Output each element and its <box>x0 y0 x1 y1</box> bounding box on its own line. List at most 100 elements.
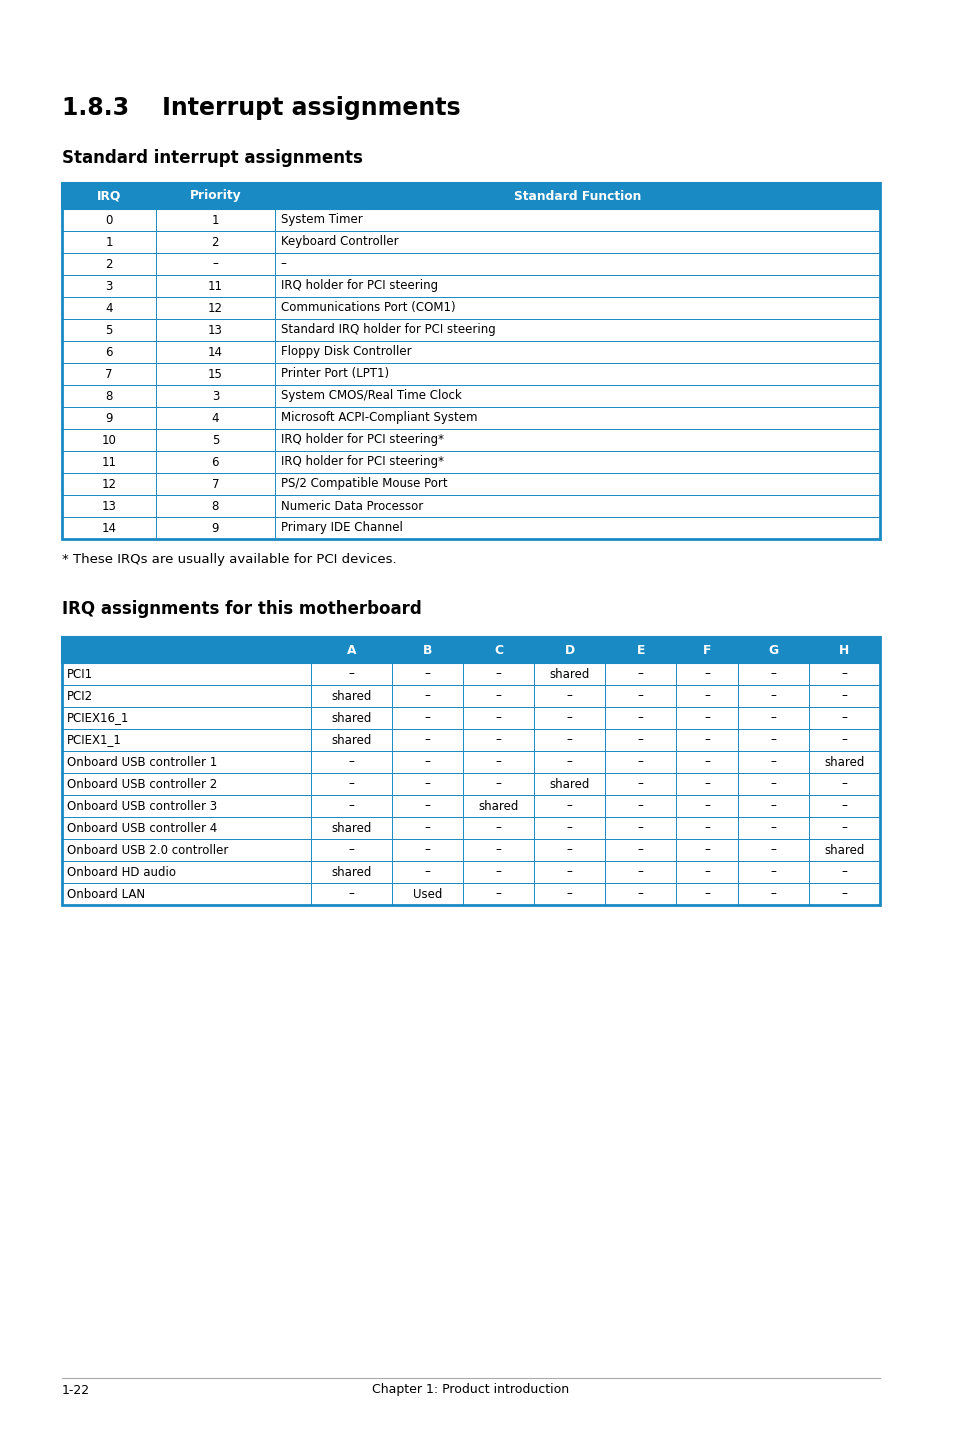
Text: –: – <box>703 866 709 879</box>
Text: 3: 3 <box>212 390 219 403</box>
Bar <box>62 183 879 209</box>
Text: 11: 11 <box>101 456 116 469</box>
Text: 1-22: 1-22 <box>62 1383 90 1396</box>
Bar <box>62 838 879 861</box>
Text: –: – <box>638 821 643 834</box>
Text: –: – <box>638 755 643 768</box>
Text: –: – <box>769 866 776 879</box>
Text: –: – <box>703 712 709 725</box>
Text: –: – <box>424 667 430 680</box>
Text: –: – <box>495 667 501 680</box>
Text: –: – <box>841 800 846 812</box>
Text: –: – <box>769 887 776 900</box>
Bar <box>62 183 156 209</box>
Text: PCIEX16_1: PCIEX16_1 <box>67 712 130 725</box>
Text: –: – <box>703 821 709 834</box>
Text: –: – <box>769 844 776 857</box>
Text: –: – <box>348 844 355 857</box>
Text: –: – <box>769 733 776 746</box>
Text: –: – <box>638 800 643 812</box>
Text: Standard IRQ holder for PCI steering: Standard IRQ holder for PCI steering <box>280 324 495 336</box>
Text: Microsoft ACPI-Compliant System: Microsoft ACPI-Compliant System <box>280 411 476 424</box>
Text: –: – <box>769 712 776 725</box>
Text: 13: 13 <box>208 324 223 336</box>
Text: –: – <box>424 733 430 746</box>
Text: –: – <box>348 887 355 900</box>
Text: 2: 2 <box>212 236 219 249</box>
Text: –: – <box>213 257 218 270</box>
Text: –: – <box>769 821 776 834</box>
Bar <box>62 795 879 817</box>
Text: –: – <box>495 844 501 857</box>
Bar <box>62 518 879 539</box>
Bar <box>62 385 879 407</box>
Bar <box>62 883 879 905</box>
Text: Numeric Data Processor: Numeric Data Processor <box>280 499 422 512</box>
Bar <box>62 253 879 275</box>
Text: 10: 10 <box>101 433 116 447</box>
Bar <box>534 637 604 663</box>
Bar <box>62 275 879 298</box>
Text: –: – <box>638 778 643 791</box>
Bar <box>62 319 879 341</box>
Bar <box>62 407 879 429</box>
Text: 4: 4 <box>212 411 219 424</box>
Text: System Timer: System Timer <box>280 213 362 227</box>
Text: 6: 6 <box>105 345 112 358</box>
Text: Onboard USB controller 3: Onboard USB controller 3 <box>67 800 217 812</box>
Text: –: – <box>841 689 846 703</box>
Text: –: – <box>424 778 430 791</box>
Text: –: – <box>703 667 709 680</box>
Bar <box>737 637 808 663</box>
Text: E: E <box>636 643 644 657</box>
Text: IRQ assignments for this motherboard: IRQ assignments for this motherboard <box>62 600 421 618</box>
Text: IRQ holder for PCI steering: IRQ holder for PCI steering <box>280 279 437 292</box>
Bar <box>62 707 879 729</box>
Text: A: A <box>347 643 356 657</box>
Text: –: – <box>566 800 572 812</box>
Text: shared: shared <box>331 733 372 746</box>
Text: –: – <box>566 844 572 857</box>
Text: 14: 14 <box>208 345 223 358</box>
Bar <box>62 637 879 663</box>
Text: PCI2: PCI2 <box>67 689 93 703</box>
Text: –: – <box>638 844 643 857</box>
Bar <box>62 684 879 707</box>
Text: shared: shared <box>477 800 518 812</box>
Text: –: – <box>769 778 776 791</box>
Text: 11: 11 <box>208 279 223 292</box>
Text: shared: shared <box>331 712 372 725</box>
Text: 13: 13 <box>101 499 116 512</box>
Text: PCIEX1_1: PCIEX1_1 <box>67 733 122 746</box>
Text: –: – <box>566 733 572 746</box>
Text: PCI1: PCI1 <box>67 667 93 680</box>
Bar <box>604 637 676 663</box>
Text: Onboard USB controller 2: Onboard USB controller 2 <box>67 778 217 791</box>
Text: –: – <box>566 866 572 879</box>
Text: –: – <box>495 712 501 725</box>
Text: –: – <box>348 755 355 768</box>
Text: –: – <box>424 712 430 725</box>
Bar <box>62 183 879 539</box>
Text: C: C <box>494 643 502 657</box>
Text: –: – <box>424 821 430 834</box>
Text: 7: 7 <box>105 368 112 381</box>
Bar <box>62 429 879 452</box>
Text: –: – <box>566 712 572 725</box>
Text: –: – <box>495 689 501 703</box>
Text: Floppy Disk Controller: Floppy Disk Controller <box>280 345 411 358</box>
Text: Used: Used <box>412 887 441 900</box>
Text: –: – <box>495 887 501 900</box>
Text: shared: shared <box>823 755 863 768</box>
Text: Priority: Priority <box>190 190 241 203</box>
Text: F: F <box>702 643 710 657</box>
Bar <box>62 452 879 473</box>
Bar <box>392 637 462 663</box>
Text: –: – <box>348 778 355 791</box>
Text: 4: 4 <box>105 302 112 315</box>
Text: 8: 8 <box>105 390 112 403</box>
Text: –: – <box>841 866 846 879</box>
Text: –: – <box>638 733 643 746</box>
Text: –: – <box>841 778 846 791</box>
Text: Onboard USB 2.0 controller: Onboard USB 2.0 controller <box>67 844 228 857</box>
